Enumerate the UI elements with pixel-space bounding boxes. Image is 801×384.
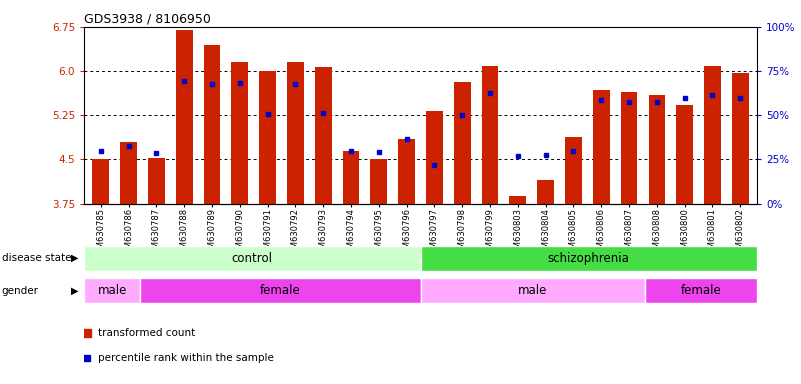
Bar xyxy=(676,105,693,204)
Bar xyxy=(732,73,749,204)
Bar xyxy=(203,45,220,204)
Bar xyxy=(371,159,387,204)
Text: male: male xyxy=(518,285,547,297)
Text: disease state: disease state xyxy=(2,253,71,263)
Bar xyxy=(621,92,638,204)
Bar xyxy=(645,278,757,303)
Bar xyxy=(84,246,421,271)
Bar xyxy=(140,278,421,303)
Bar xyxy=(565,137,582,204)
Bar xyxy=(704,66,721,204)
Text: female: female xyxy=(260,285,300,297)
Bar xyxy=(421,246,757,271)
Text: ▶: ▶ xyxy=(71,286,78,296)
Text: male: male xyxy=(98,285,127,297)
Bar xyxy=(537,180,554,204)
Bar xyxy=(148,158,165,204)
Bar xyxy=(421,278,645,303)
Bar xyxy=(454,82,470,204)
Text: ▶: ▶ xyxy=(71,253,78,263)
Bar xyxy=(176,30,192,204)
Bar xyxy=(84,278,140,303)
Text: GDS3938 / 8106950: GDS3938 / 8106950 xyxy=(84,13,211,26)
Bar xyxy=(343,151,360,204)
Text: gender: gender xyxy=(2,286,38,296)
Bar xyxy=(260,71,276,204)
Text: schizophrenia: schizophrenia xyxy=(548,252,630,265)
Bar xyxy=(649,94,665,204)
Bar xyxy=(398,139,415,204)
Bar xyxy=(593,90,610,204)
Bar xyxy=(120,142,137,204)
Bar xyxy=(509,197,526,204)
Bar xyxy=(315,67,332,204)
Text: percentile rank within the sample: percentile rank within the sample xyxy=(98,353,273,362)
Text: control: control xyxy=(231,252,273,265)
Bar xyxy=(231,62,248,204)
Bar xyxy=(287,62,304,204)
Text: female: female xyxy=(681,285,721,297)
Text: transformed count: transformed count xyxy=(98,328,195,338)
Bar xyxy=(92,159,109,204)
Bar xyxy=(481,66,498,204)
Bar xyxy=(426,111,443,204)
